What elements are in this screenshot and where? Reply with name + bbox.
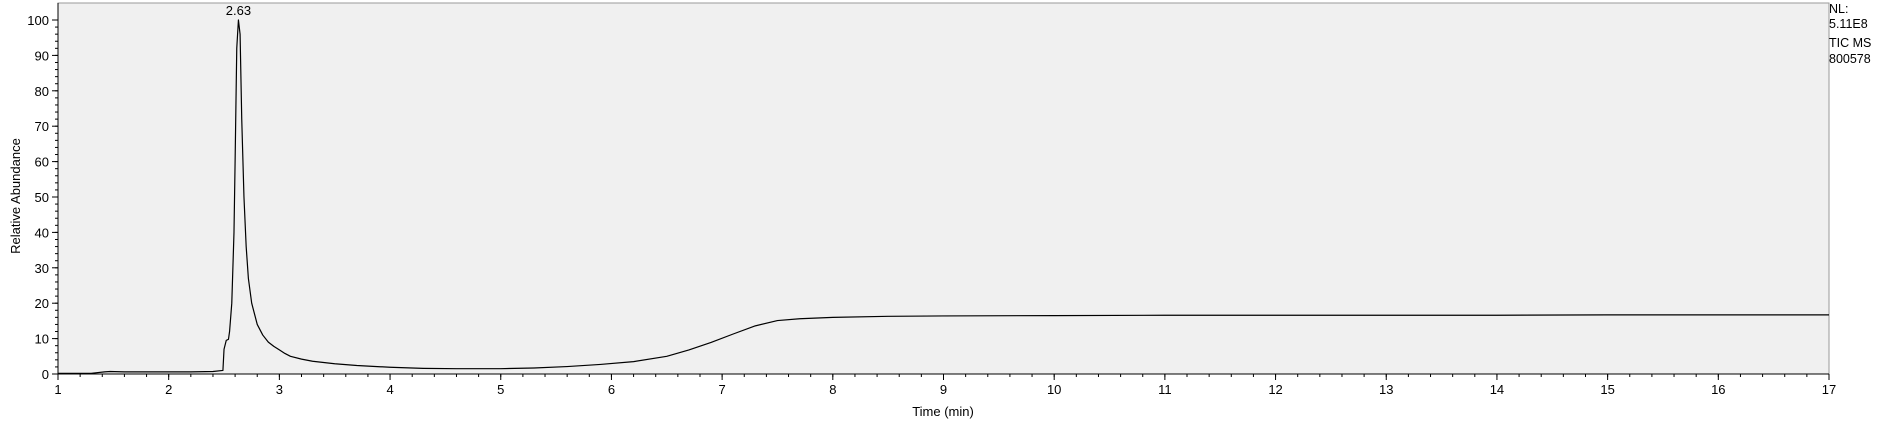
x-tick-label: 2 (165, 382, 172, 397)
y-tick-label: 80 (35, 84, 49, 99)
y-tick-label: 0 (42, 367, 49, 382)
y-axis-title: Relative Abundance (8, 138, 23, 254)
info-line-file-id: 800578 (1829, 52, 1871, 66)
x-tick-label: 12 (1268, 382, 1282, 397)
instrument-info: NL: 5.11E8 TIC MS 800578 (1829, 2, 1871, 66)
x-tick-label: 8 (829, 382, 836, 397)
x-tick-label: 16 (1711, 382, 1725, 397)
x-tick-label: 11 (1158, 382, 1172, 397)
ticks: 1 2 3 4 5 6 7 8 9 10 11 12 13 14 15 16 17010203040506070… (27, 13, 1836, 397)
y-tick-label: 90 (35, 48, 49, 63)
plot-area (57, 2, 1830, 375)
x-tick-label: 13 (1379, 382, 1393, 397)
info-line-normalization: 5.11E8 (1829, 17, 1868, 31)
info-line-nl: NL: (1829, 2, 1848, 16)
y-tick-label: 10 (35, 332, 49, 347)
y-tick-label: 60 (35, 155, 49, 170)
x-tick-label: 14 (1490, 382, 1504, 397)
x-tick-label: 4 (386, 382, 393, 397)
series-layer (58, 19, 1829, 374)
y-tick-label: 30 (35, 261, 49, 276)
peak-label: 2.63 (226, 3, 251, 18)
y-tick-label: 100 (27, 13, 49, 28)
x-tick-label: 17 (1822, 382, 1836, 397)
x-tick-label: 7 (719, 382, 726, 397)
x-axis-title: Time (min) (912, 404, 974, 419)
x-tick-label: 15 (1600, 382, 1614, 397)
y-tick-label: 50 (35, 190, 49, 205)
x-tick-label: 9 (940, 382, 947, 397)
y-tick-label: 20 (35, 296, 49, 311)
annotations: 2.63 (226, 3, 251, 18)
x-tick-label: 6 (608, 382, 615, 397)
info-line-scan-filter: TIC MS (1829, 36, 1871, 50)
y-tick-label: 70 (35, 119, 49, 134)
x-tick-label: 10 (1047, 382, 1061, 397)
x-tick-label: 3 (276, 382, 283, 397)
x-tick-label: 5 (497, 382, 504, 397)
x-tick-label: 1 (54, 382, 61, 397)
tic-trace (58, 19, 1829, 374)
y-tick-label: 40 (35, 225, 49, 240)
